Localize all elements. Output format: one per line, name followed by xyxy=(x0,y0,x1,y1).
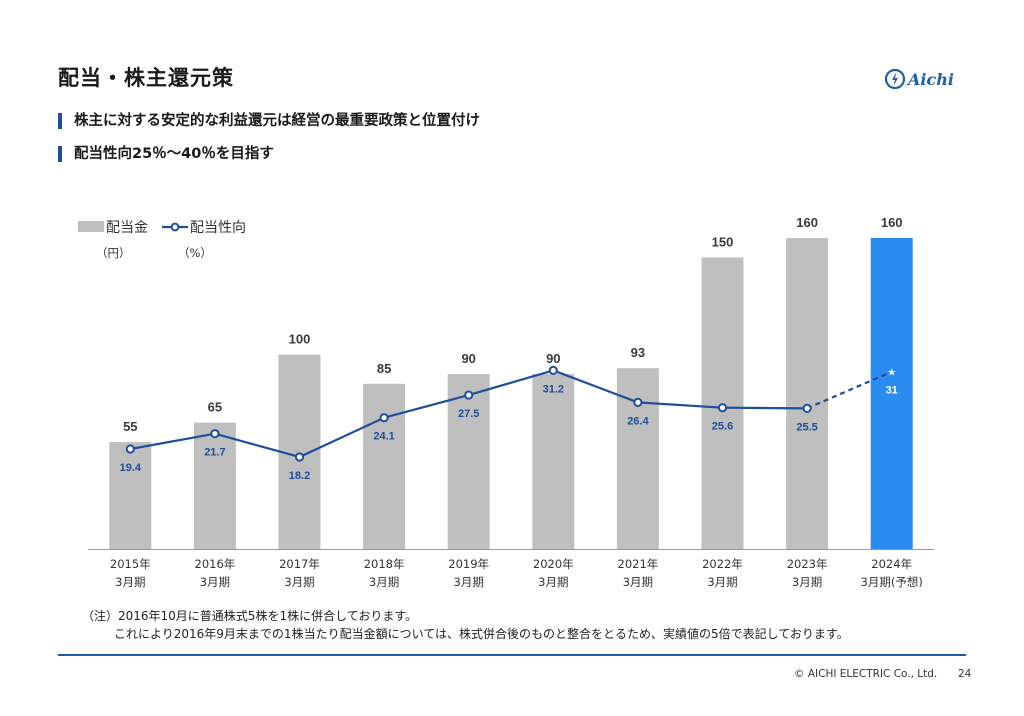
bar-value-label: 90 xyxy=(546,351,560,366)
bar-dividend-3 xyxy=(363,383,406,549)
x-tick-label-period: 3月期 xyxy=(707,575,737,589)
footer-copyright: © AICHI ELECTRIC Co., Ltd. xyxy=(794,668,938,680)
payout-value-label: 18.2 xyxy=(289,470,310,482)
bar-value-label: 150 xyxy=(712,234,734,249)
payout-forecast-marker: ★ xyxy=(887,368,896,379)
bar-dividend-5 xyxy=(532,374,575,549)
payout-line-segment xyxy=(637,401,723,409)
payout-line-segment xyxy=(468,369,554,397)
x-tick-label-year: 2022年 xyxy=(702,557,743,571)
payout-point-1 xyxy=(210,429,220,439)
bar-value-label: 55 xyxy=(123,419,137,434)
bar-dividend-1 xyxy=(193,422,236,549)
bar-value-label: 160 xyxy=(796,215,818,230)
bullet-text: 配当性向25％〜40％を目指す xyxy=(74,146,274,162)
bar-value-label: 65 xyxy=(208,400,222,415)
payout-point-6 xyxy=(633,397,643,407)
payout-value-label: 26.4 xyxy=(627,415,649,427)
logo-ring-icon xyxy=(884,68,906,90)
bullet-marker xyxy=(58,113,62,129)
payout-value-label: 31.2 xyxy=(543,383,564,395)
x-tick-label-period: 3月期 xyxy=(538,575,568,589)
x-tick-label-period: 3月期 xyxy=(115,575,145,589)
x-tick-label-year: 2015年 xyxy=(110,557,151,571)
x-tick-label-year: 2023年 xyxy=(787,557,828,571)
company-logo: Aichi xyxy=(884,68,954,90)
x-tick-label-year: 2021年 xyxy=(618,557,659,571)
page-number: 24 xyxy=(958,668,972,680)
payout-value-label: 24.1 xyxy=(373,431,394,443)
x-tick-label-year: 2017年 xyxy=(279,557,320,571)
payout-point-7 xyxy=(717,403,728,413)
payout-value-label: 21.7 xyxy=(204,447,225,459)
bar-dividend-0 xyxy=(109,442,152,549)
legend-unit-payout: （%） xyxy=(178,246,212,260)
payout-line-segment xyxy=(722,406,808,410)
payout-line-segment xyxy=(299,416,385,458)
logo-wordmark: Aichi xyxy=(906,70,954,89)
legend-swatch-dividend xyxy=(78,221,104,232)
x-tick-label-period: 3月期 xyxy=(454,575,484,589)
legend-swatch-payout-marker xyxy=(170,222,180,232)
payout-value-label: 31 xyxy=(886,385,898,397)
payout-value-label: 25.5 xyxy=(796,421,817,433)
legend-label-dividend: 配当金 xyxy=(106,220,148,236)
x-tick-label-period: 3月期(予想) xyxy=(861,575,923,589)
x-tick-label-year: 2018年 xyxy=(364,557,405,571)
payout-value-label: 19.4 xyxy=(120,462,142,474)
note-line-1: （注）2016年10月に普通株式5株を1株に併合しております。 xyxy=(82,609,418,623)
x-tick-label-period: 3月期 xyxy=(200,575,230,589)
x-tick-label-year: 2016年 xyxy=(195,557,236,571)
payout-point-8 xyxy=(802,403,812,413)
bar-dividend-6 xyxy=(616,368,659,549)
note-line-2: これにより2016年9月末までの1株当たり配当金額については、株式併合後のものと… xyxy=(114,627,849,641)
bar-dividend-4 xyxy=(447,374,490,549)
bar-dividend-2 xyxy=(278,354,321,549)
bar-dividend-8 xyxy=(786,238,829,549)
bar-value-label: 90 xyxy=(461,351,475,366)
logo-bolt-icon xyxy=(892,72,898,86)
payout-value-label: 25.6 xyxy=(712,421,733,433)
payout-line-segment xyxy=(130,432,216,451)
payout-line-segment xyxy=(383,393,469,419)
x-tick-label-period: 3月期 xyxy=(369,575,399,589)
payout-point-0 xyxy=(125,444,135,454)
legend-unit-dividend: （円） xyxy=(96,246,131,260)
payout-line-segment xyxy=(552,369,639,404)
x-tick-label-period: 3月期 xyxy=(623,575,653,589)
payout-line-segment xyxy=(806,370,893,410)
footer-rule xyxy=(58,654,966,656)
bullet-marker xyxy=(58,146,62,162)
payout-point-3 xyxy=(379,413,389,423)
bar-value-label: 160 xyxy=(881,215,903,230)
bar-value-label: 85 xyxy=(377,361,391,376)
payout-point-5 xyxy=(548,365,558,376)
bar-dividend-9 xyxy=(870,238,913,549)
bar-value-label: 100 xyxy=(289,332,311,347)
x-tick-label-year: 2024年 xyxy=(871,557,912,571)
payout-point-4 xyxy=(464,390,474,400)
x-tick-label-year: 2019年 xyxy=(448,557,489,571)
x-tick-label-period: 3月期 xyxy=(792,575,822,589)
legend-label-payout: 配当性向 xyxy=(190,220,246,236)
page-title: 配当・株主還元策 xyxy=(58,66,234,90)
payout-value-label: 27.5 xyxy=(458,408,479,420)
bar-value-label: 93 xyxy=(631,345,645,360)
x-tick-label-period: 3月期 xyxy=(284,575,314,589)
x-tick-label-year: 2020年 xyxy=(533,557,574,571)
bullet-text: 株主に対する安定的な利益還元は経営の最重要政策と位置付け xyxy=(74,113,480,129)
payout-point-2 xyxy=(294,452,305,462)
payout-line-segment xyxy=(214,432,300,459)
